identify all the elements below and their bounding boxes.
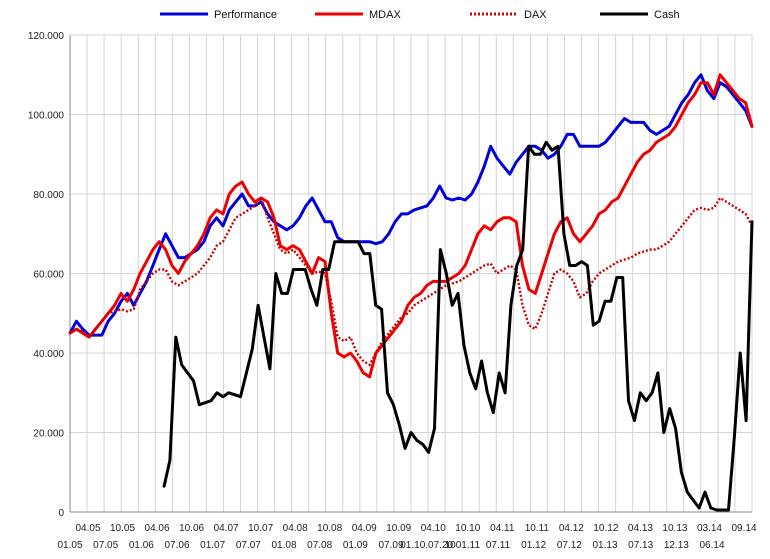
series-line-performance	[68, 73, 754, 337]
y-tick-label: 40.000	[33, 349, 64, 360]
series-lines	[68, 73, 754, 512]
x-tick-label: 10.07	[248, 523, 273, 534]
x-tick-label: 01.07	[200, 540, 225, 551]
x-tick-label: 09.14	[731, 523, 756, 534]
y-tick-label: 80.000	[33, 190, 64, 201]
x-tick-label: 10.11	[525, 523, 550, 534]
x-tick-label: 07.12	[557, 540, 582, 551]
x-tick-label: 01.13	[592, 540, 617, 551]
x-tick-label: 04.08	[283, 523, 308, 534]
x-tick-label: 07.09	[378, 540, 403, 551]
legend-label: Cash	[654, 9, 680, 21]
x-tick-label: 10.10	[455, 523, 480, 534]
y-tick-label: 20.000	[33, 429, 64, 440]
x-tick-label: 06.14	[699, 540, 724, 551]
x-tick-label: 10.09	[386, 523, 411, 534]
y-tick-label: 0	[58, 508, 64, 519]
x-tick-label: 10.12	[593, 523, 618, 534]
x-tick-label: 01.09	[343, 540, 368, 551]
x-tick-label: 04.12	[559, 523, 584, 534]
x-tick-label: 04.11	[490, 523, 515, 534]
x-tick-label: 01.12	[521, 540, 546, 551]
y-tick-label: 120.000	[28, 31, 65, 42]
x-tick-label: 04.09	[352, 523, 377, 534]
x-tick-label: 01.10.07.20	[400, 540, 453, 551]
x-tick-label: 07.06	[164, 540, 189, 551]
x-tick-label: 12.13	[664, 540, 689, 551]
x-tick-label: 1001.11	[445, 540, 481, 551]
x-tick-label: 10.06	[179, 523, 204, 534]
x-tick-label: 07.13	[628, 540, 653, 551]
legend-label: MDAX	[369, 9, 401, 21]
x-tick-label: 01.06	[129, 540, 154, 551]
x-tick-label: 10.13	[662, 523, 687, 534]
x-tick-label: 04.06	[145, 523, 170, 534]
series-line-cash	[162, 140, 754, 512]
legend: Performance MDAX DAX Cash	[160, 9, 680, 21]
x-tick-label: 07.05	[93, 540, 118, 551]
series-line-dax	[69, 196, 754, 367]
legend-label: DAX	[524, 9, 547, 21]
x-tick-label: 01.05	[57, 540, 82, 551]
x-tick-label: 07.08	[307, 540, 332, 551]
x-tick-label: 01.08	[271, 540, 296, 551]
x-tick-label: 03.14	[697, 523, 722, 534]
legend-label: Performance	[214, 9, 277, 21]
x-tick-label: 07.07	[236, 540, 261, 551]
y-tick-label: 100.000	[28, 111, 65, 122]
x-tick-label: 04.07	[214, 523, 239, 534]
x-tick-label: 04.10	[421, 523, 446, 534]
axes: 0 20.000 40.000 60.000 80.000 100.000 120.000 0…	[28, 31, 757, 551]
x-tick-label: 10.05	[110, 523, 135, 534]
x-tick-label: 04.13	[628, 523, 653, 534]
x-tick-label: 10.08	[317, 523, 342, 534]
y-tick-label: 60.000	[33, 270, 64, 281]
x-tick-label: 04.05	[75, 523, 100, 534]
x-tick-label: 07.11	[486, 540, 511, 551]
series-line-mdax	[68, 73, 754, 379]
